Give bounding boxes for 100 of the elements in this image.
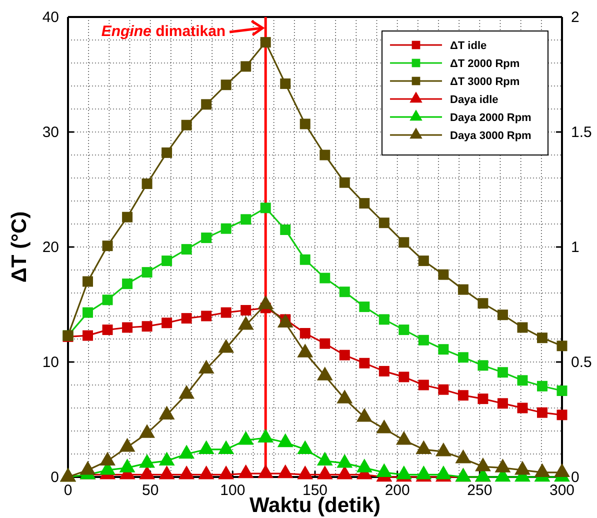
y-tick-label: 0: [50, 468, 59, 486]
x-tick-label: 100: [220, 482, 246, 499]
point: [277, 314, 294, 328]
point: [139, 424, 156, 438]
point: [82, 330, 94, 341]
point: [102, 294, 113, 306]
point: [438, 269, 449, 280]
point: [240, 305, 252, 316]
point: [162, 256, 172, 266]
point: [297, 440, 314, 454]
legend-label: Daya idle: [450, 94, 498, 106]
point: [316, 466, 333, 480]
point: [142, 267, 152, 278]
legend-label: ΔT 3000 Rpm: [450, 76, 520, 88]
y-tick-label: 10: [42, 354, 59, 371]
point: [556, 386, 568, 396]
point: [458, 284, 468, 295]
point: [376, 420, 392, 434]
point: [162, 147, 172, 158]
x-axis-title: Waktu (detik): [249, 494, 381, 517]
point: [320, 272, 330, 284]
point: [378, 314, 390, 325]
point: [139, 466, 156, 480]
point: [497, 398, 508, 409]
point: [201, 232, 212, 244]
point: [142, 178, 152, 189]
x-tick-label: 200: [384, 482, 410, 499]
point: [320, 150, 330, 160]
point: [260, 202, 271, 214]
point: [316, 452, 333, 466]
y2-tick-label: 0.5: [571, 354, 592, 371]
point: [280, 224, 291, 235]
point: [258, 464, 274, 478]
point: [378, 366, 390, 376]
point: [198, 466, 214, 480]
point: [418, 334, 429, 346]
point: [300, 118, 310, 130]
point: [297, 466, 314, 480]
point: [238, 464, 254, 478]
point: [181, 244, 192, 255]
point: [178, 444, 195, 459]
point: [119, 458, 136, 472]
point: [258, 428, 274, 442]
point: [336, 454, 353, 468]
point: [260, 37, 271, 48]
point: [122, 322, 133, 333]
y2-tick-label: 1: [571, 238, 580, 256]
point: [418, 256, 429, 266]
point: [119, 438, 136, 452]
point: [258, 295, 274, 310]
point: [336, 390, 353, 404]
point: [198, 360, 214, 374]
point: [478, 360, 488, 371]
y-tick-label: 20: [42, 238, 59, 256]
point: [181, 313, 192, 324]
point: [339, 286, 350, 298]
point: [218, 466, 234, 480]
point: [396, 431, 412, 445]
point: [82, 276, 94, 287]
point: [356, 408, 372, 422]
point: [416, 440, 432, 454]
point: [220, 80, 232, 90]
point: [238, 431, 254, 445]
point: [220, 223, 232, 234]
point: [536, 407, 548, 418]
point: [556, 410, 568, 420]
point: [218, 339, 234, 353]
y2-tick-label: 1.5: [571, 124, 592, 141]
point: [398, 237, 410, 248]
x-tick-label: 50: [142, 482, 159, 499]
point: [198, 440, 214, 454]
point: [240, 214, 252, 225]
point: [162, 318, 172, 328]
point: [494, 458, 511, 472]
point: [474, 457, 491, 472]
point: [418, 380, 429, 390]
point: [80, 460, 96, 475]
point: [497, 367, 508, 378]
point: [181, 120, 192, 130]
point: [376, 463, 392, 477]
point: [398, 372, 410, 382]
point: [300, 254, 310, 265]
point: [297, 344, 314, 358]
point: [359, 198, 370, 209]
point: [435, 442, 452, 456]
legend-label: Daya 2000 Rpm: [450, 112, 532, 124]
point: [277, 433, 294, 448]
point: [316, 366, 333, 380]
point: [100, 452, 116, 466]
point: [178, 385, 195, 399]
point: [455, 449, 472, 464]
point: [300, 328, 310, 338]
legend-label: ΔT idle: [450, 40, 487, 52]
point: [517, 402, 528, 414]
point: [517, 322, 528, 333]
point: [416, 466, 432, 480]
legend-label: ΔT 2000 Rpm: [450, 58, 520, 70]
point: [139, 454, 156, 468]
point: [438, 384, 449, 395]
point: [359, 358, 370, 368]
